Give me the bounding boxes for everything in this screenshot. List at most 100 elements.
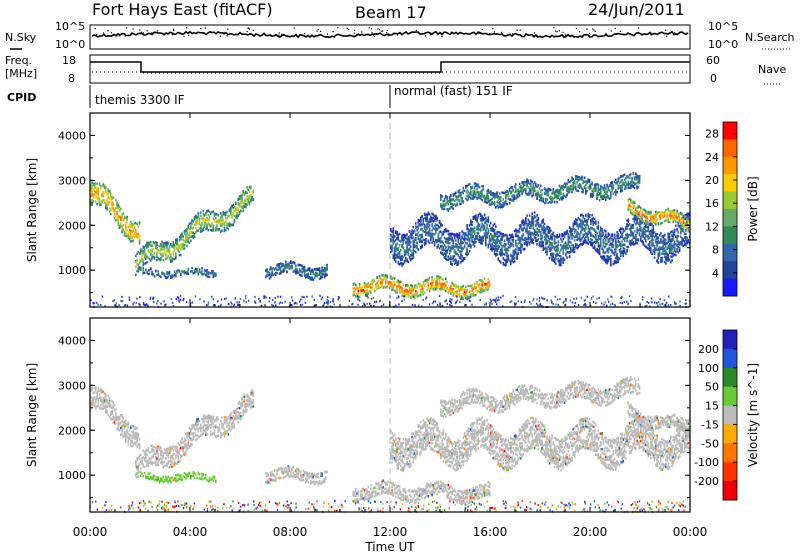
echo-cell	[135, 221, 137, 225]
echo-cell	[505, 233, 507, 237]
echo-cell	[558, 233, 561, 236]
echo-cell	[148, 242, 151, 245]
echo-cell	[295, 269, 297, 273]
echo-cell	[648, 248, 651, 251]
echo-cell	[492, 238, 495, 241]
echo-cell	[671, 247, 673, 251]
echo-cell	[476, 219, 478, 222]
echo-cell	[615, 243, 617, 247]
echo-cell	[528, 214, 531, 217]
echo-cell	[422, 217, 425, 221]
echo-cell	[271, 273, 273, 276]
echo-cell	[301, 274, 303, 277]
echo-cell	[467, 228, 470, 232]
echo-cell	[607, 249, 610, 253]
echo-cell	[186, 244, 188, 248]
echo-cell	[125, 221, 127, 225]
echo-cell	[555, 246, 557, 249]
echo-cell	[437, 227, 440, 230]
echo-cell	[485, 232, 487, 235]
echo-cell	[670, 247, 672, 250]
nave-tick-hi: 60	[706, 54, 720, 67]
echo-cell	[282, 263, 285, 266]
echo-cell	[192, 236, 195, 239]
echo-cell	[541, 226, 543, 229]
echo-cell	[567, 234, 570, 238]
echo-cell	[676, 234, 678, 238]
echo-cell	[652, 231, 655, 235]
echo-cell	[397, 282, 400, 285]
echo-cell	[166, 276, 168, 280]
echo-cell	[598, 232, 601, 235]
echo-cell	[235, 215, 237, 218]
echo-cell	[465, 237, 467, 240]
echo-cell	[462, 200, 465, 203]
echo-cell	[226, 210, 228, 214]
echo-cell	[592, 217, 595, 220]
echo-cell	[211, 224, 213, 227]
echo-cell	[187, 272, 190, 275]
echo-cell	[531, 224, 533, 227]
echo-cell	[432, 239, 435, 242]
echo-cell	[630, 230, 632, 233]
echo-cell	[542, 244, 545, 247]
echo-cell	[632, 236, 635, 240]
echo-cell	[161, 272, 163, 275]
echo-cell	[508, 202, 511, 205]
echo-cell	[680, 225, 682, 228]
echo-cell	[668, 247, 671, 251]
echo-cell	[558, 235, 561, 238]
echo-cell	[221, 222, 223, 225]
echo-cell	[458, 232, 461, 235]
echo-cell	[621, 227, 623, 230]
echo-cell	[523, 226, 526, 230]
echo-cell	[483, 224, 486, 227]
echo-cell	[390, 244, 392, 247]
echo-cell	[660, 258, 662, 262]
echo-cell	[421, 233, 423, 236]
echo-cell	[485, 243, 487, 247]
echo-cell	[632, 241, 635, 244]
echo-cell	[520, 250, 522, 253]
echo-cell	[273, 268, 276, 271]
echo-cell	[417, 221, 420, 224]
echo-cell	[402, 242, 405, 245]
echo-cell	[196, 221, 198, 224]
echo-cell	[395, 247, 397, 250]
echo-cell	[403, 253, 406, 257]
echo-cell	[505, 194, 507, 197]
echo-cell	[527, 237, 530, 241]
echo-cell	[323, 276, 326, 279]
echo-cell	[286, 266, 288, 269]
echo-cell	[541, 228, 543, 231]
echo-cell	[240, 200, 242, 204]
echo-cell	[131, 239, 133, 243]
echo-cell	[281, 262, 283, 266]
echo-cell	[457, 261, 460, 264]
echo-cell	[300, 270, 302, 273]
echo-cell	[186, 240, 188, 243]
echo-cell	[223, 226, 226, 230]
echo-cell	[272, 267, 275, 270]
echo-cell	[583, 233, 586, 236]
echo-cell	[405, 289, 407, 293]
echo-cell	[632, 233, 635, 236]
echo-cell	[678, 247, 681, 250]
echo-cell	[165, 244, 167, 247]
echo-cell	[607, 232, 610, 235]
echo-cell	[633, 243, 636, 246]
echo-cell	[543, 229, 546, 233]
echo-cell	[236, 216, 238, 220]
echo-cell	[591, 243, 593, 246]
echo-cell	[663, 243, 666, 246]
echo-cell	[403, 289, 406, 293]
echo-cell	[683, 243, 686, 246]
echo-cell	[427, 286, 430, 289]
echo-cell	[173, 249, 176, 252]
echo-cell	[187, 240, 190, 244]
echo-cell	[458, 189, 461, 192]
echo-cell	[190, 235, 192, 238]
echo-cell	[241, 194, 243, 197]
echo-cell	[592, 241, 595, 245]
echo-cell	[553, 242, 556, 245]
